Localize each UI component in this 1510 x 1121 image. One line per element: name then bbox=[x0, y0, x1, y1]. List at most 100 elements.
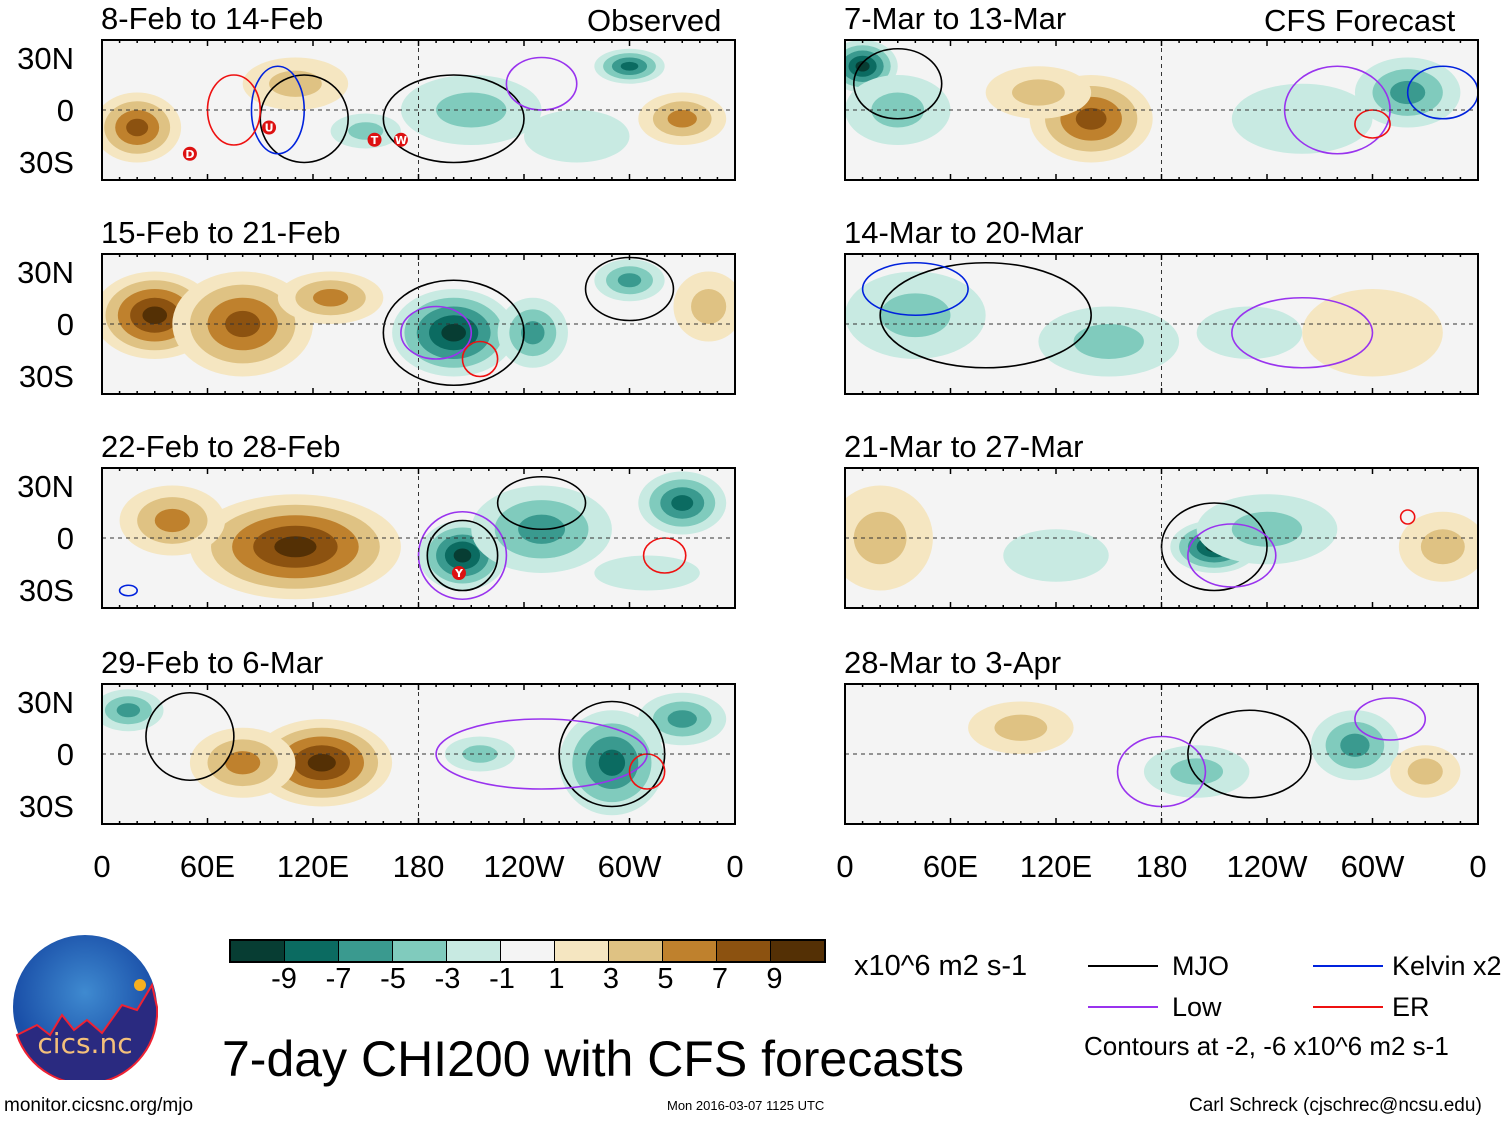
anomaly-shading bbox=[1012, 79, 1065, 106]
colorbar-tick-label: 1 bbox=[548, 963, 565, 995]
lat-label: 0 bbox=[56, 93, 74, 128]
panel-title: 7-Mar to 13-Mar bbox=[844, 1, 1067, 36]
anomaly-shading bbox=[521, 321, 545, 345]
lon-label: 120W bbox=[483, 849, 565, 884]
anomaly-shading bbox=[617, 273, 642, 288]
panel-frame bbox=[844, 683, 1479, 825]
anomaly-shading bbox=[1073, 324, 1144, 359]
mjo-contour bbox=[145, 691, 235, 782]
panel-title: 29-Feb to 6-Mar bbox=[101, 645, 324, 680]
lat-label: 30S bbox=[18, 573, 74, 608]
panel-frame bbox=[844, 253, 1479, 395]
lon-label: 120W bbox=[1226, 849, 1308, 884]
panel-title: 22-Feb to 28-Feb bbox=[101, 429, 341, 464]
contours-note: Contours at -2, -6 x10^6 m2 s-1 bbox=[1084, 1031, 1449, 1061]
wave-marker: W bbox=[393, 132, 408, 147]
anomaly-shading bbox=[307, 754, 336, 772]
anomaly-shading bbox=[620, 61, 639, 71]
er-contour bbox=[1354, 109, 1391, 139]
lon-label: 60W bbox=[1340, 849, 1405, 884]
lat-label: 0 bbox=[56, 307, 74, 342]
mjo-legend-line bbox=[1088, 965, 1158, 967]
map-panel: U D T W bbox=[101, 39, 736, 181]
anomaly-shading bbox=[116, 703, 141, 718]
lon-label: 60W bbox=[597, 849, 662, 884]
lat-label: 30S bbox=[18, 359, 74, 394]
mjo-contour bbox=[1160, 502, 1268, 592]
lat-label: 30N bbox=[17, 41, 74, 76]
svg-text:U: U bbox=[265, 122, 274, 135]
observed-header: Observed bbox=[587, 3, 722, 38]
anomaly-shading bbox=[142, 306, 168, 324]
colorbar-tick-label: -7 bbox=[325, 963, 352, 995]
anomaly-shading bbox=[1231, 511, 1303, 547]
lat-label: 30S bbox=[18, 145, 74, 180]
wave-marker: D bbox=[182, 146, 197, 161]
kelvin-legend-line bbox=[1313, 965, 1383, 967]
map-panel bbox=[844, 39, 1479, 181]
footer-author: Carl Schreck (cjschrec@ncsu.edu) bbox=[1189, 1095, 1482, 1116]
panel-frame bbox=[101, 683, 736, 825]
anomaly-shading bbox=[441, 324, 466, 342]
map-panel bbox=[844, 467, 1479, 609]
anomaly-shading bbox=[225, 310, 261, 338]
lon-label: 0 bbox=[1469, 849, 1487, 884]
colorbar-tick-label: 9 bbox=[766, 963, 783, 995]
kelvin-contour bbox=[861, 261, 969, 317]
panel-frame bbox=[844, 467, 1479, 609]
anomaly-shading bbox=[1196, 306, 1303, 359]
colorbar-tick-label: -3 bbox=[434, 963, 461, 995]
colorbar bbox=[229, 939, 826, 963]
lon-label: 120E bbox=[276, 849, 350, 884]
colorbar-tick-label: 3 bbox=[602, 963, 620, 995]
lon-label: 0 bbox=[93, 849, 111, 884]
map-panel bbox=[844, 683, 1479, 825]
lon-label: 180 bbox=[1135, 849, 1188, 884]
colorbar-swatch bbox=[231, 941, 285, 961]
footer-url[interactable]: monitor.cicsnc.org/mjo bbox=[4, 1095, 194, 1116]
anomaly-shading bbox=[453, 548, 472, 563]
anomaly-shading bbox=[154, 508, 190, 533]
lon-label: 0 bbox=[836, 849, 854, 884]
map-panel bbox=[101, 683, 736, 825]
low-legend-line bbox=[1088, 1006, 1158, 1008]
panel-title: 14-Mar to 20-Mar bbox=[844, 215, 1084, 250]
anomaly-shading bbox=[313, 289, 349, 307]
anomaly-shading bbox=[667, 110, 697, 128]
anomaly-shading bbox=[1003, 529, 1109, 582]
colorbar-swatch bbox=[447, 941, 501, 961]
kelvin-legend-label: Kelvin x2 bbox=[1392, 951, 1502, 981]
svg-text:D: D bbox=[185, 148, 194, 161]
colorbar-tick-label: 5 bbox=[657, 963, 674, 995]
kelvin-contour bbox=[118, 584, 138, 597]
anomaly-shading bbox=[994, 714, 1048, 741]
anomaly-shading bbox=[274, 536, 317, 558]
panel-frame bbox=[101, 39, 736, 181]
panel-frame bbox=[101, 467, 736, 609]
colorbar-swatch bbox=[771, 941, 824, 961]
mjo-contour bbox=[852, 47, 943, 120]
low-legend-label: Low bbox=[1172, 992, 1222, 1022]
panel-title: 21-Mar to 27-Mar bbox=[844, 429, 1084, 464]
low-contour bbox=[1187, 523, 1277, 588]
lon-label: 180 bbox=[392, 849, 445, 884]
colorbar-swatch bbox=[555, 941, 609, 961]
map-panel bbox=[844, 253, 1479, 395]
svg-text:Y: Y bbox=[454, 567, 464, 580]
mjo-contour bbox=[879, 261, 1092, 369]
lon-label: 60E bbox=[179, 849, 236, 884]
lat-label: 30S bbox=[18, 789, 74, 824]
map-panel bbox=[101, 253, 736, 395]
footer-timestamp: Mon 2016-03-07 1125 UTC bbox=[667, 1098, 825, 1113]
er-legend-label: ER bbox=[1392, 992, 1430, 1022]
colorbar-swatch bbox=[663, 941, 717, 961]
lat-label: 0 bbox=[56, 521, 74, 556]
anomaly-shading bbox=[1170, 758, 1224, 785]
colorbar-tick-label: 7 bbox=[711, 963, 729, 995]
colorbar-swatch bbox=[339, 941, 393, 961]
lat-label: 30N bbox=[17, 469, 74, 504]
lon-label: 60E bbox=[922, 849, 979, 884]
panel-frame bbox=[844, 39, 1479, 181]
forecast-header: CFS Forecast bbox=[1264, 3, 1456, 38]
anomaly-shading bbox=[269, 70, 322, 97]
